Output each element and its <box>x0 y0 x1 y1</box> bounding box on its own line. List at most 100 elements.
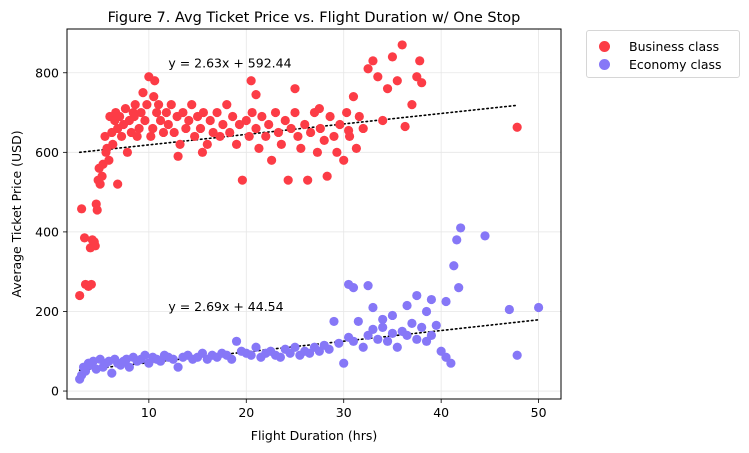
business-point <box>155 115 166 126</box>
x-tick-label: 50 <box>531 405 547 420</box>
business-point <box>241 115 251 126</box>
economy-point <box>348 336 359 346</box>
business-point <box>178 107 188 118</box>
business-point <box>276 139 286 149</box>
business-point <box>382 84 393 94</box>
business-point <box>378 115 388 126</box>
business-point <box>343 125 354 136</box>
economy-point <box>431 320 441 330</box>
economy-point <box>368 302 378 313</box>
economy-point <box>412 290 422 301</box>
business-point <box>280 115 290 126</box>
legend-label-business: Business class <box>629 38 720 54</box>
economy-point <box>348 283 359 293</box>
business-point <box>417 78 427 88</box>
business-point <box>512 122 522 132</box>
economy-point <box>452 235 462 245</box>
economy-point <box>353 316 363 327</box>
business-point <box>104 155 114 165</box>
economy-point <box>407 318 417 329</box>
economy-point <box>533 302 544 313</box>
business-point <box>368 56 378 66</box>
business-point <box>247 107 257 118</box>
economy-point <box>290 342 300 352</box>
business-point <box>122 147 133 157</box>
economy-point <box>449 261 459 271</box>
business-point <box>373 72 383 82</box>
economy-point <box>402 300 412 311</box>
economy-point <box>417 322 427 332</box>
business-point <box>148 123 158 134</box>
business-point <box>95 179 105 189</box>
economy-point <box>173 362 183 372</box>
business-point <box>293 131 303 142</box>
business-point <box>77 204 87 214</box>
business-point <box>303 175 313 185</box>
business-point <box>152 107 162 118</box>
x-tick-label: 30 <box>336 405 352 420</box>
economy-point <box>456 223 466 233</box>
business-point <box>208 127 218 138</box>
x-tick-label: 40 <box>433 405 449 420</box>
business-point <box>290 84 300 94</box>
economy-point <box>373 334 383 344</box>
business-point <box>257 111 267 122</box>
business-point <box>161 107 171 118</box>
business-point <box>363 64 373 74</box>
business-point <box>251 90 261 100</box>
legend-item-business: Business class <box>599 37 719 55</box>
business-point <box>283 175 293 185</box>
business-point <box>212 107 222 118</box>
business-point <box>319 135 329 145</box>
legend-item-economy: Economy class <box>599 55 722 73</box>
economy-point <box>378 322 388 332</box>
business-point <box>215 131 225 142</box>
business-point <box>314 103 324 114</box>
business-point <box>130 99 140 110</box>
economy-point <box>368 324 378 334</box>
economy-point <box>480 231 490 241</box>
y-tick-label: 600 <box>35 145 59 160</box>
business-point <box>149 92 159 102</box>
business-point <box>158 127 169 138</box>
business-point <box>184 115 194 126</box>
business-point <box>312 147 323 157</box>
legend-label-economy: Economy class <box>629 56 722 72</box>
economy-point <box>412 334 422 344</box>
plot-frame <box>66 28 562 400</box>
business-point <box>400 121 410 132</box>
business-point <box>231 139 242 149</box>
economy-point <box>387 310 398 321</box>
legend-marker-economy <box>599 58 610 70</box>
business-point <box>335 119 345 130</box>
business-point <box>169 127 179 138</box>
business-point <box>190 131 200 142</box>
economy-point <box>363 281 373 291</box>
business-point <box>195 123 206 134</box>
economy-point <box>426 330 437 340</box>
y-axis-label: Average Ticket Price (USD) <box>9 130 24 297</box>
business-point <box>142 99 152 110</box>
business-point <box>251 123 261 134</box>
trendline-label-business: y = 2.63x + 592.44 <box>168 55 291 70</box>
business-point <box>387 52 398 62</box>
business-point <box>108 139 118 149</box>
economy-point <box>382 336 393 346</box>
business-point <box>163 119 173 130</box>
business-point <box>325 111 335 122</box>
economy-point <box>124 362 134 372</box>
business-point <box>97 171 107 181</box>
y-tick-label: 400 <box>35 224 59 239</box>
business-point <box>92 205 102 215</box>
economy-point <box>107 368 117 378</box>
business-point <box>218 119 228 130</box>
y-axis-ticks: 0 200 400 600 800 <box>35 65 67 399</box>
business-point <box>90 241 100 251</box>
business-point <box>244 131 254 142</box>
economy-point <box>334 338 344 348</box>
business-trendline <box>78 104 518 154</box>
economy-point <box>227 354 237 364</box>
business-point <box>264 119 274 130</box>
trendline-label-economy: y = 2.69x + 44.54 <box>168 299 283 314</box>
